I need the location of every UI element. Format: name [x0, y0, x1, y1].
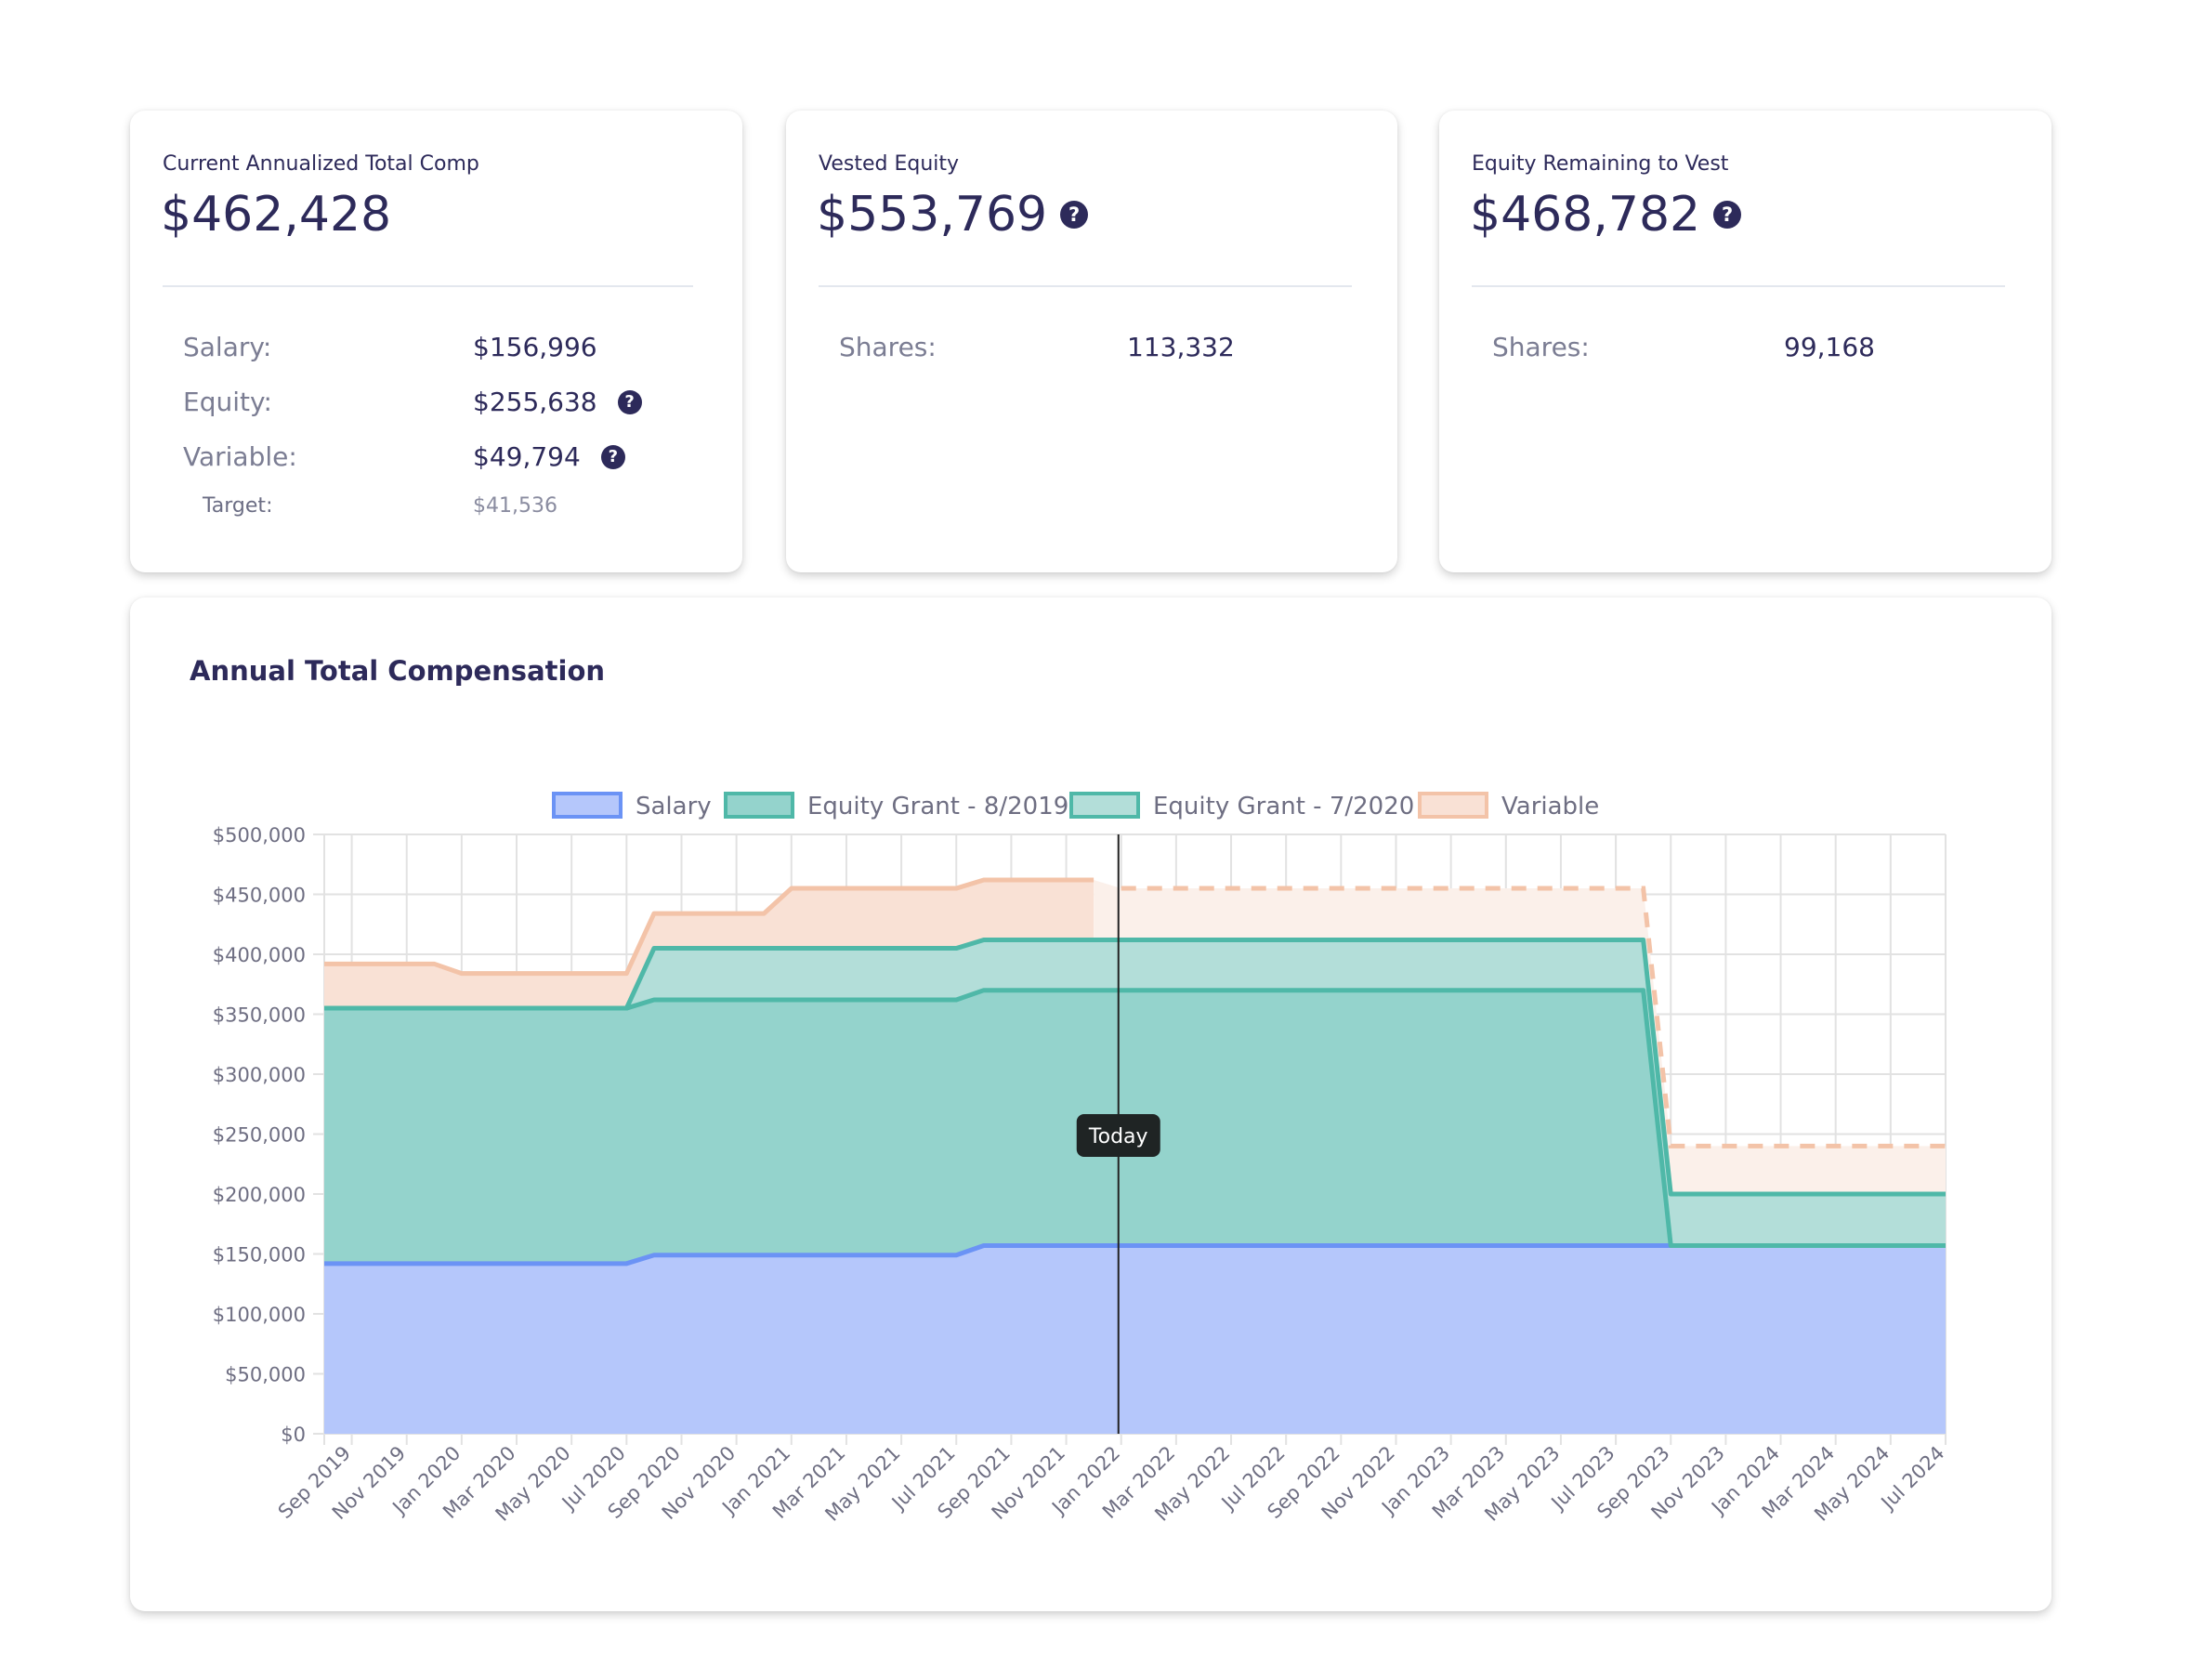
- card-title: Vested Equity: [819, 152, 960, 176]
- series-area-0: [324, 1245, 1946, 1434]
- legend-label: Variable: [1501, 793, 1599, 820]
- today-label: Today: [1088, 1125, 1148, 1148]
- variable-label: Variable:: [183, 441, 297, 472]
- card-title: Current Annualized Total Comp: [163, 152, 479, 176]
- equity-value: $255,638?: [473, 387, 642, 417]
- vested-equity-card: Vested Equity $553,769? Shares: 113,332: [786, 111, 1397, 572]
- salary-value: $156,996: [473, 332, 597, 362]
- remaining-equity-amount: $468,782: [1470, 187, 1701, 243]
- help-icon[interactable]: ?: [1060, 201, 1089, 229]
- total-comp-amount: $462,428: [161, 187, 392, 243]
- legend-swatch: [1069, 792, 1140, 819]
- y-tick-label: $300,000: [213, 1064, 306, 1086]
- shares-label: Shares:: [1492, 332, 1590, 362]
- legend-swatch: [724, 792, 794, 819]
- legend-swatch: [552, 792, 623, 819]
- shares-value: 113,332: [1127, 332, 1235, 362]
- remaining-equity-value: $468,782?: [1470, 187, 1742, 243]
- legend-swatch: [1418, 792, 1488, 819]
- target-label: Target:: [203, 494, 273, 518]
- divider: [163, 285, 693, 287]
- y-tick-label: $50,000: [225, 1364, 306, 1386]
- legend-label: Equity Grant - 7/2020: [1153, 793, 1414, 820]
- y-tick-label: $0: [281, 1424, 306, 1446]
- series-line-projected-3: [1121, 886, 1946, 1148]
- y-tick-label: $450,000: [213, 885, 306, 907]
- legend-label: Equity Grant - 8/2019: [807, 793, 1068, 820]
- vested-equity-value: $553,769?: [817, 187, 1089, 243]
- shares-label: Shares:: [839, 332, 937, 362]
- help-icon[interactable]: ?: [617, 389, 642, 414]
- y-tick-label: $350,000: [213, 1004, 306, 1027]
- help-icon[interactable]: ?: [600, 444, 625, 469]
- target-value: $41,536: [473, 494, 557, 518]
- y-tick-label: $150,000: [213, 1244, 306, 1267]
- help-icon[interactable]: ?: [1713, 201, 1742, 229]
- total-comp-card: Current Annualized Total Comp $462,428 S…: [130, 111, 742, 572]
- series-area-2: [324, 939, 1946, 1246]
- today-tooltip: [1076, 1114, 1160, 1157]
- y-tick-label: $200,000: [213, 1184, 306, 1206]
- series-line-3: [324, 877, 1094, 977]
- chart-title: Annual Total Compensation: [190, 655, 606, 687]
- series-line-2: [324, 938, 1946, 1197]
- legend-label: Salary: [636, 793, 712, 820]
- shares-value: 99,168: [1784, 332, 1875, 362]
- total-comp-value: $462,428: [161, 187, 391, 243]
- shares-amount: 113,332: [1127, 332, 1235, 362]
- series-area-3: [324, 880, 1094, 1009]
- variable-amount: $49,794: [473, 441, 581, 472]
- y-tick-label: $100,000: [213, 1304, 306, 1326]
- divider: [1472, 285, 2005, 287]
- y-tick-label: $400,000: [213, 944, 306, 966]
- vested-equity-amount: $553,769: [817, 187, 1048, 243]
- salary-label: Salary:: [183, 332, 272, 362]
- remaining-equity-card: Equity Remaining to Vest $468,782? Share…: [1439, 111, 2051, 572]
- series-area-projected-3: [1094, 880, 1946, 1194]
- y-tick-label: $500,000: [213, 824, 306, 847]
- equity-label: Equity:: [183, 387, 272, 417]
- y-tick-label: $250,000: [213, 1124, 306, 1147]
- variable-value: $49,794?: [473, 441, 625, 472]
- salary-amount: $156,996: [473, 332, 597, 362]
- divider: [819, 285, 1352, 287]
- equity-amount: $255,638: [473, 387, 597, 417]
- card-title: Equity Remaining to Vest: [1472, 152, 1729, 176]
- shares-amount: 99,168: [1784, 332, 1875, 362]
